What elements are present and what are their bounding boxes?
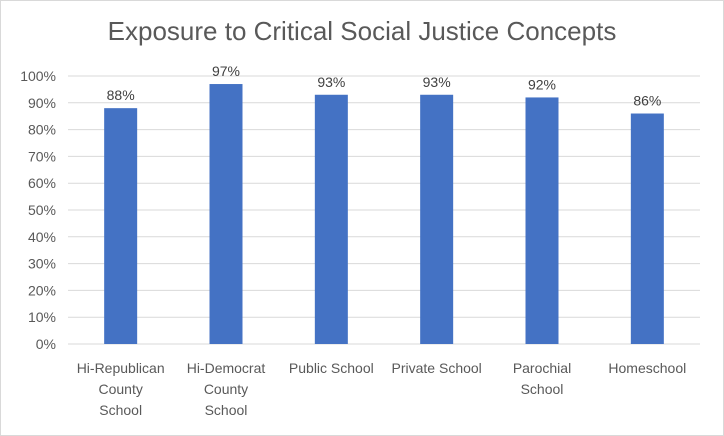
x-tick-label-line: County: [98, 381, 142, 397]
bar: [630, 113, 664, 345]
y-tick-label: 30%: [28, 256, 56, 272]
x-tick-label-line: Homeschool: [608, 360, 686, 376]
x-tick-label: Hi-Republican County School: [77, 360, 165, 418]
x-tick-label-line: Parochial: [513, 360, 571, 376]
data-label: 97%: [212, 63, 240, 79]
data-label: 92%: [528, 76, 556, 92]
gridlines: [68, 75, 700, 345]
data-labels: 88% 97% 93% 93% 92% 86%: [107, 63, 662, 108]
x-tick-label-line: County: [204, 381, 248, 397]
x-tick-label-line: Private School: [392, 360, 482, 376]
bar: [525, 97, 559, 344]
bar: [420, 94, 454, 344]
y-tick-label: 40%: [28, 229, 56, 245]
y-tick-label: 60%: [28, 175, 56, 191]
x-tick-label: Hi-Democrat County School: [187, 360, 266, 418]
x-tick-label-line: School: [521, 381, 564, 397]
y-tick-label: 70%: [28, 148, 56, 164]
y-tick-label: 10%: [28, 309, 56, 325]
x-axis-labels: Hi-Republican County School Hi-Democrat Coun…: [77, 360, 687, 418]
bar: [104, 108, 138, 344]
bar: [209, 84, 243, 344]
bar: [314, 94, 348, 344]
bars: [104, 84, 664, 345]
data-label: 88%: [107, 87, 135, 103]
x-tick-label-line: Hi-Republican: [77, 360, 165, 376]
x-tick-label-line: Public School: [289, 360, 374, 376]
y-tick-label: 50%: [28, 202, 56, 218]
x-tick-label-line: School: [99, 402, 142, 418]
x-tick-label: Parochial School: [513, 360, 571, 397]
y-tick-label: 20%: [28, 282, 56, 298]
x-tick-label: Public School: [289, 360, 374, 376]
x-tick-label: Private School: [392, 360, 482, 376]
data-label: 93%: [317, 74, 345, 90]
data-label: 93%: [423, 74, 451, 90]
y-tick-label: 80%: [28, 122, 56, 138]
x-tick-label-line: School: [205, 402, 248, 418]
x-tick-label: Homeschool: [608, 360, 686, 376]
data-label: 86%: [633, 93, 661, 109]
y-tick-label: 0%: [36, 336, 56, 352]
x-tick-label-line: Hi-Democrat: [187, 360, 266, 376]
chart-title: Exposure to Critical Social Justice Conc…: [107, 16, 617, 46]
y-tick-label: 90%: [28, 95, 56, 111]
y-axis-ticks: 0% 10% 20% 30% 40% 50% 60% 70% 80% 90% 100%: [20, 68, 56, 352]
y-tick-label: 100%: [20, 68, 56, 84]
